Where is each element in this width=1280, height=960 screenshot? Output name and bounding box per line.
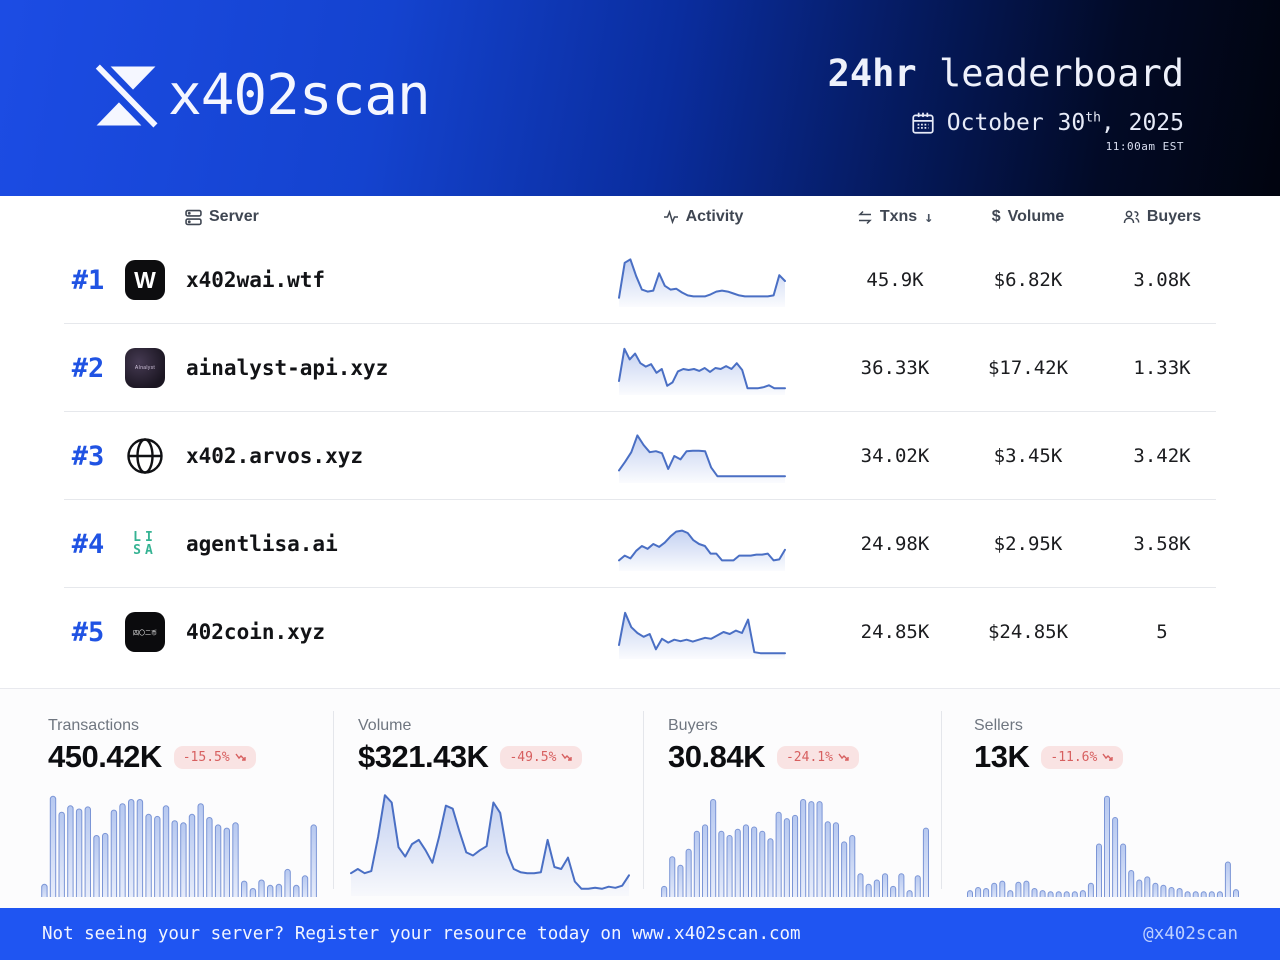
buyers-value: 3.58K [1133,533,1191,555]
leaderboard-row-4[interactable]: #4 LI SA agentlisa.ai 24.98K $2.95K 3.58K [64,500,1216,588]
stat-value: 13K [974,739,1030,774]
txns-value: 45.9K [866,269,924,291]
trend-down-icon [838,753,849,761]
x402scan-logo-icon [95,64,158,128]
server-avatar-x402wai: W [125,260,165,300]
summary-stats-section: Transactions 450.42K -15.5% Volume $321.… [0,688,1280,908]
activity-sparkline [618,340,786,396]
txns-value: 24.98K [860,533,930,555]
rank-badge: #1 [71,264,105,296]
server-avatar-lisa: LI SA [125,524,165,564]
stat-value: 30.84K [668,739,765,774]
leaderboard-row-5[interactable]: #5 四〇二币 402coin.xyz 24.85K $24.85K 5 [64,588,1216,676]
column-header-volume[interactable]: $ Volume [991,208,1065,225]
activity-sparkline [618,252,786,308]
brand-name: x402scan [168,63,431,128]
buyers-value: 3.08K [1133,269,1191,291]
activity-sparkline [618,516,786,572]
change-badge: -49.5% [500,745,583,769]
leaderboard-row-3[interactable]: #3 x402.arvos.xyz 34.02K $3.45K 3.42K [64,412,1216,500]
column-header-server[interactable]: Server [185,208,259,226]
change-badge: -11.6% [1041,745,1124,769]
leaderboard-row-1[interactable]: #1 W x402wai.wtf 45.9K $6.82K 3.08K [64,236,1216,324]
social-handle[interactable]: @x402scan [1143,924,1238,944]
divider [333,711,334,889]
page-title: 24hr leaderboard [828,52,1184,96]
divider [941,711,942,889]
footer-banner: Not seeing your server? Register your re… [0,908,1280,960]
globe-icon [127,438,163,474]
server-name[interactable]: x402wai.wtf [186,268,326,292]
divider [643,711,644,889]
table-header-row: Server Activity Txns ↓ $ Volume Buyer [0,196,1280,240]
activity-pulse-icon [663,209,678,225]
server-name[interactable]: x402.arvos.xyz [186,444,364,468]
stat-chart-transactions [40,785,318,897]
calendar-icon [912,112,934,134]
trend-down-icon [561,753,573,761]
server-name[interactable]: agentlisa.ai [186,532,338,556]
column-header-txns[interactable]: Txns ↓ [835,208,955,226]
leaderboard-row-2[interactable]: #2 AInalyst ainalyst-api.xyz 36.33K $17.… [64,324,1216,412]
change-badge: -24.1% [776,745,859,769]
server-icon [185,209,202,225]
rank-badge: #4 [71,528,105,560]
stat-value: 450.42K [48,739,162,774]
buyers-value: 1.33K [1133,357,1191,379]
stat-chart-buyers [660,785,930,897]
change-badge: -15.5% [173,745,256,769]
timestamp: 11:00am EST [1105,140,1184,153]
stat-label: Volume [358,717,412,734]
server-avatar-402coin: 四〇二币 [125,612,165,652]
volume-value: $3.45K [993,445,1063,467]
trend-down-icon [235,753,246,761]
buyers-value: 5 [1156,621,1168,643]
stat-chart-volume [350,785,630,897]
txns-value: 34.02K [860,445,930,467]
leaderboard-table: Server Activity Txns ↓ $ Volume Buyer [0,196,1280,688]
server-name[interactable]: 402coin.xyz [186,620,326,644]
server-name[interactable]: ainalyst-api.xyz [186,356,389,380]
stat-value: $321.43K [358,739,489,774]
sort-desc-icon[interactable]: ↓ [924,208,934,226]
activity-sparkline [618,428,786,484]
trend-down-icon [1102,753,1114,761]
rank-badge: #3 [71,440,105,472]
dollar-icon: $ [991,208,1001,225]
date-text: October 30th, 2025 [946,110,1184,136]
volume-value: $2.95K [993,533,1063,555]
volume-value: $17.42K [987,357,1069,379]
rank-badge: #5 [71,616,105,648]
txns-value: 36.33K [860,357,930,379]
stat-chart-sellers [966,785,1240,897]
users-icon [1123,210,1140,224]
stat-label: Sellers [974,717,1023,734]
volume-value: $24.85K [987,621,1069,643]
header-banner: x402scan 24hr leaderboard October 30th, … [0,0,1280,196]
txns-value: 24.85K [860,621,930,643]
page-title-bold: 24hr [827,52,917,95]
date-line: October 30th, 2025 [828,110,1184,136]
rank-badge: #2 [71,352,105,384]
stat-label: Transactions [48,717,139,734]
volume-value: $6.82K [993,269,1063,291]
column-header-activity[interactable]: Activity [620,208,786,226]
register-message[interactable]: Not seeing your server? Register your re… [42,924,801,944]
swap-arrows-icon [858,210,872,224]
stat-label: Buyers [668,717,718,734]
server-avatar-ainalyst: AInalyst [125,348,165,388]
activity-sparkline [618,604,786,660]
buyers-value: 3.42K [1133,445,1191,467]
page-title-regular: leaderboard [916,52,1184,95]
column-header-buyers[interactable]: Buyers [1102,208,1222,226]
